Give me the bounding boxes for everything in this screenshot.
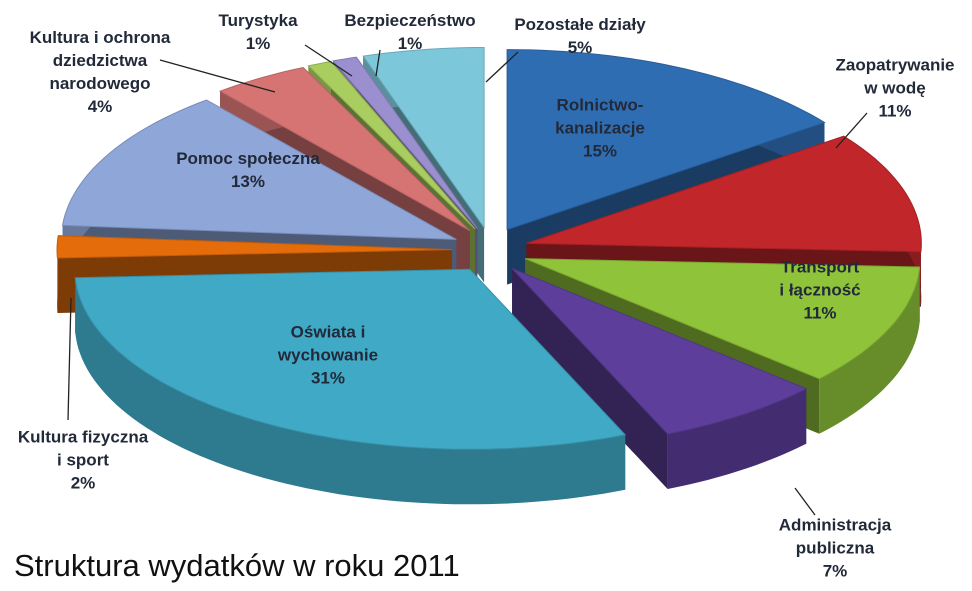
slice — [74, 268, 627, 450]
category-label: Transport i łączność — [779, 257, 861, 300]
slice — [218, 66, 471, 232]
value-label: 11% — [803, 303, 837, 323]
slice-label: Transport i łączność 11% — [779, 256, 860, 325]
leader-line — [304, 44, 353, 77]
chart-title: Struktura wydatków w roku 2011 — [14, 548, 460, 583]
category-label: Zaopatrywanie w wodę — [835, 55, 955, 98]
slice — [61, 99, 457, 240]
slice-label: Bezpieczeństwo 1% — [344, 9, 475, 55]
slice-label: Turystyka 1% — [218, 9, 297, 55]
slice-label: Pozostałe działy 5% — [514, 13, 645, 59]
leader-line — [375, 49, 381, 77]
slice-side — [512, 268, 668, 489]
value-label: 5% — [567, 38, 593, 57]
slice — [56, 235, 453, 259]
value-label: 4% — [87, 97, 113, 116]
value-label: 1% — [245, 34, 271, 53]
category-label: Kultura fizyczna i sport — [17, 427, 149, 470]
leader-line — [835, 112, 868, 149]
leader-line — [67, 297, 72, 421]
category-label: Administracja publiczna — [778, 515, 892, 558]
slice-label: Administracja publiczna 7% — [779, 514, 891, 583]
value-label: 15% — [582, 141, 618, 161]
slice — [362, 47, 485, 230]
slice-label: Kultura i ochrona dziedzictwa narodowego… — [30, 26, 171, 118]
category-label: Kultura i ochrona dziedzictwa narodowego — [29, 28, 171, 93]
slice — [332, 56, 478, 229]
value-label: 13% — [230, 172, 266, 191]
slice — [526, 135, 922, 253]
slice — [525, 258, 921, 380]
slice-label: Rolnictwo- kanalizacje 15% — [555, 94, 645, 163]
category-label: Oświata i wychowanie — [277, 322, 379, 365]
value-label: 11% — [878, 101, 912, 121]
value-label: 2% — [70, 473, 96, 493]
leader-line — [159, 59, 276, 93]
value-label: 1% — [397, 34, 423, 53]
category-label: Pozostałe działy — [514, 15, 646, 34]
slice-rim — [75, 277, 626, 505]
slice-rim — [819, 267, 920, 434]
slice — [506, 49, 826, 231]
category-label: Pomoc społeczna — [176, 149, 320, 168]
slice-label: Zaopatrywanie w wodę 11% — [835, 54, 954, 123]
slices — [56, 47, 922, 505]
category-label: Turystyka — [218, 11, 298, 30]
leader-line — [485, 51, 519, 83]
slice-label: Kultura fizyczna i sport 2% — [18, 426, 148, 495]
slice — [511, 268, 808, 435]
slice-label: Oświata i wychowanie 31% — [278, 321, 378, 390]
value-label: 31% — [310, 368, 346, 388]
category-label: Bezpieczeństwo — [344, 11, 476, 30]
value-label: 7% — [822, 561, 848, 581]
leader-line — [794, 487, 816, 516]
slice-label: Pomoc społeczna 13% — [176, 147, 320, 193]
category-label: Rolnictwo- kanalizacje — [555, 95, 645, 138]
slice-rim — [667, 388, 807, 489]
